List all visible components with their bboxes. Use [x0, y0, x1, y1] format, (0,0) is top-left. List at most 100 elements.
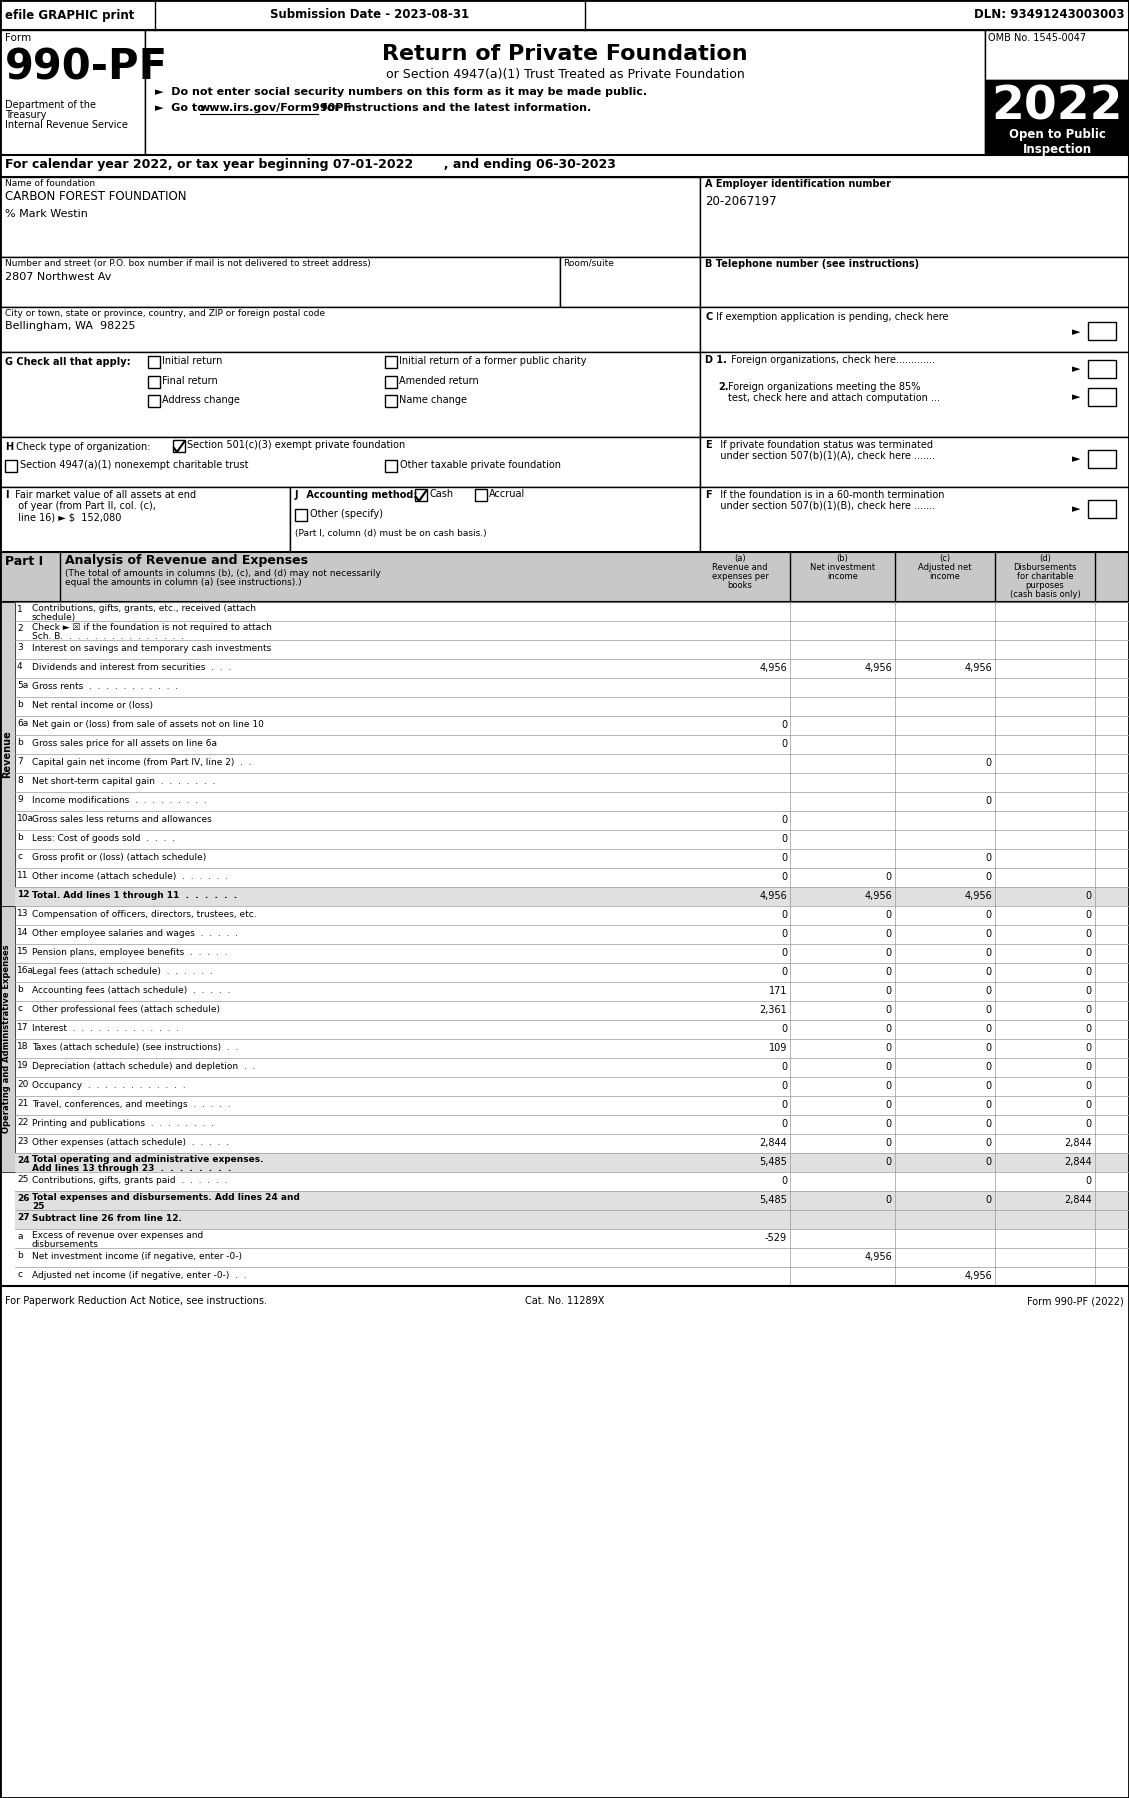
- Text: 4,956: 4,956: [865, 892, 892, 901]
- Text: Accounting fees (attach schedule)  .  .  .  .  .: Accounting fees (attach schedule) . . . …: [32, 985, 230, 994]
- Text: Other (specify): Other (specify): [310, 509, 383, 520]
- Bar: [0, 352, 700, 437]
- Text: Part I: Part I: [5, 556, 43, 568]
- Text: E: E: [704, 441, 711, 450]
- Text: 2: 2: [17, 624, 23, 633]
- Text: Contributions, gifts, grants paid  .  .  .  .  .  .: Contributions, gifts, grants paid . . . …: [32, 1176, 227, 1185]
- Text: 21: 21: [17, 1099, 28, 1108]
- Text: 990-PF: 990-PF: [5, 47, 168, 88]
- Text: F: F: [704, 491, 711, 500]
- Bar: [1088, 500, 1115, 518]
- Text: equal the amounts in column (a) (see instructions).): equal the amounts in column (a) (see ins…: [65, 577, 301, 586]
- Bar: [0, 552, 1129, 602]
- Text: ►: ►: [1073, 455, 1080, 464]
- Text: 0: 0: [986, 797, 992, 806]
- Text: Operating and Administrative Expenses: Operating and Administrative Expenses: [2, 944, 11, 1133]
- Text: 0: 0: [1086, 967, 1092, 976]
- Text: 0: 0: [986, 1063, 992, 1072]
- Text: 0: 0: [781, 1025, 787, 1034]
- Bar: [0, 257, 560, 307]
- Text: Fair market value of all assets at end: Fair market value of all assets at end: [12, 491, 196, 500]
- Text: Net short-term capital gain  .  .  .  .  .  .  .: Net short-term capital gain . . . . . . …: [32, 777, 216, 786]
- Bar: [700, 437, 1129, 487]
- Text: 4,956: 4,956: [759, 663, 787, 672]
- Text: ►: ►: [1073, 503, 1080, 514]
- Text: (b): (b): [837, 554, 848, 563]
- Text: 0: 0: [1086, 1100, 1092, 1109]
- Text: I: I: [5, 491, 9, 500]
- Text: b: b: [17, 832, 23, 841]
- Text: 4: 4: [17, 662, 23, 671]
- Text: Gross sales less returns and allowances: Gross sales less returns and allowances: [32, 814, 212, 823]
- Text: Initial return: Initial return: [161, 356, 222, 367]
- Text: Number and street (or P.O. box number if mail is not delivered to street address: Number and street (or P.O. box number if…: [5, 259, 370, 268]
- Text: 5a: 5a: [17, 681, 28, 690]
- Text: www.irs.gov/Form990PF: www.irs.gov/Form990PF: [200, 102, 352, 113]
- Text: Revenue: Revenue: [2, 730, 12, 779]
- Bar: [0, 31, 145, 155]
- Text: 0: 0: [886, 1043, 892, 1054]
- Text: 0: 0: [781, 814, 787, 825]
- Text: If private foundation status was terminated: If private foundation status was termina…: [714, 441, 933, 450]
- Text: Adjusted net income (if negative, enter -0-)  .  .: Adjusted net income (if negative, enter …: [32, 1271, 246, 1280]
- Text: Income modifications  .  .  .  .  .  .  .  .  .: Income modifications . . . . . . . . .: [32, 797, 207, 806]
- Text: 0: 0: [1086, 1081, 1092, 1091]
- Text: Adjusted net: Adjusted net: [918, 563, 972, 572]
- Text: 4,956: 4,956: [964, 892, 992, 901]
- Bar: [0, 906, 15, 1172]
- Bar: [145, 31, 984, 155]
- Text: 0: 0: [886, 1063, 892, 1072]
- Text: 4,956: 4,956: [964, 1271, 992, 1280]
- Text: 0: 0: [1086, 1176, 1092, 1187]
- Bar: [15, 1190, 1129, 1210]
- Text: 0: 0: [986, 948, 992, 958]
- Text: 4,956: 4,956: [964, 663, 992, 672]
- Text: Other income (attach schedule)  .  .  .  .  .  .: Other income (attach schedule) . . . . .…: [32, 872, 228, 881]
- Bar: [0, 155, 1129, 176]
- Text: Net gain or (loss) from sale of assets not on line 10: Net gain or (loss) from sale of assets n…: [32, 719, 264, 728]
- Text: 5,485: 5,485: [759, 1156, 787, 1167]
- Text: for charitable: for charitable: [1017, 572, 1074, 581]
- Text: 0: 0: [986, 1100, 992, 1109]
- Text: Gross sales price for all assets on line 6a: Gross sales price for all assets on line…: [32, 739, 217, 748]
- Text: A Employer identification number: A Employer identification number: [704, 180, 891, 189]
- Text: b: b: [17, 985, 23, 994]
- Text: (a): (a): [734, 554, 746, 563]
- Text: 13: 13: [17, 910, 28, 919]
- Text: books: books: [727, 581, 752, 590]
- Text: Name change: Name change: [399, 396, 467, 405]
- Text: G Check all that apply:: G Check all that apply:: [5, 358, 131, 367]
- Text: Compensation of officers, directors, trustees, etc.: Compensation of officers, directors, tru…: [32, 910, 256, 919]
- Bar: [0, 0, 1129, 31]
- Bar: [0, 487, 290, 552]
- Text: B Telephone number (see instructions): B Telephone number (see instructions): [704, 259, 919, 270]
- Text: 8: 8: [17, 777, 23, 786]
- Text: 0: 0: [886, 910, 892, 921]
- Text: Submission Date - 2023-08-31: Submission Date - 2023-08-31: [270, 9, 470, 22]
- Text: 0: 0: [986, 910, 992, 921]
- Text: 0: 0: [1086, 1005, 1092, 1016]
- Bar: [173, 441, 185, 451]
- Text: J: J: [295, 491, 298, 500]
- Bar: [700, 352, 1129, 437]
- Text: 0: 0: [986, 1156, 992, 1167]
- Text: Other taxable private foundation: Other taxable private foundation: [400, 460, 561, 469]
- Bar: [385, 460, 397, 473]
- Text: Amended return: Amended return: [399, 376, 479, 387]
- Bar: [148, 356, 160, 369]
- Text: 0: 0: [781, 834, 787, 843]
- Text: 4,956: 4,956: [865, 663, 892, 672]
- Text: of year (from Part II, col. (c),: of year (from Part II, col. (c),: [12, 502, 156, 511]
- Text: schedule): schedule): [32, 613, 77, 622]
- Text: 0: 0: [886, 1100, 892, 1109]
- Text: For Paperwork Reduction Act Notice, see instructions.: For Paperwork Reduction Act Notice, see …: [5, 1296, 266, 1305]
- Text: 0: 0: [781, 872, 787, 883]
- Text: 2,844: 2,844: [1065, 1156, 1092, 1167]
- Text: City or town, state or province, country, and ZIP or foreign postal code: City or town, state or province, country…: [5, 309, 325, 318]
- Text: c: c: [17, 1003, 21, 1012]
- Text: Gross profit or (loss) (attach schedule): Gross profit or (loss) (attach schedule): [32, 852, 207, 861]
- Text: 27: 27: [17, 1214, 29, 1223]
- Text: 171: 171: [769, 985, 787, 996]
- Text: 0: 0: [886, 872, 892, 883]
- Text: 20: 20: [17, 1081, 28, 1090]
